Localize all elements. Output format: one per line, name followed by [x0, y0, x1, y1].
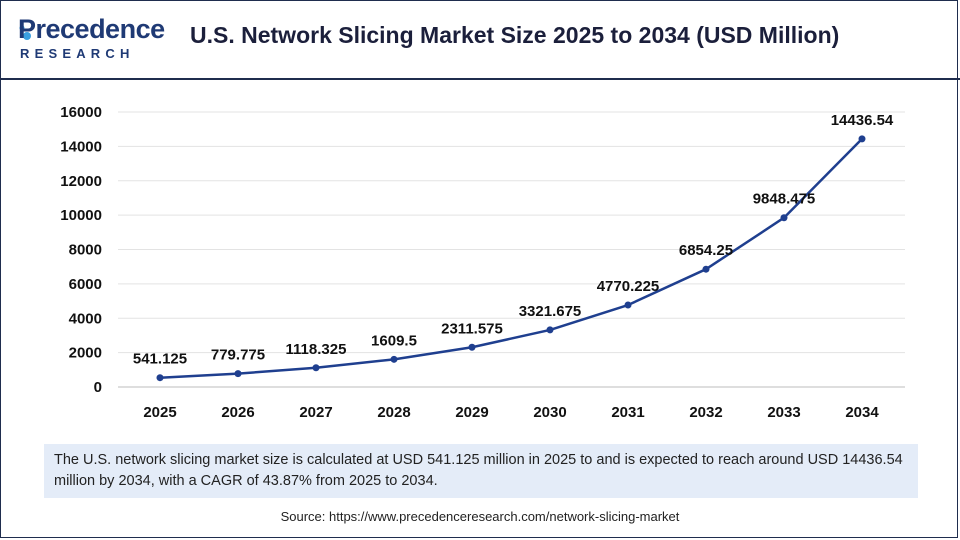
data-label: 9848.475	[753, 191, 816, 208]
x-tick-label: 2029	[455, 404, 488, 421]
x-tick-label: 2028	[377, 404, 410, 421]
data-point	[858, 135, 866, 143]
x-tick-label: 2030	[533, 404, 566, 421]
data-point	[156, 374, 164, 382]
data-point	[312, 364, 320, 372]
precedence-research-logo: Precedence RESEARCH	[18, 14, 165, 64]
data-label: 3321.675	[519, 303, 582, 320]
header: Precedence RESEARCH U.S. Network Slicing…	[0, 0, 960, 80]
line-chart: 0 2000 4000 6000 8000 10000 12000 14000 16000 202…	[60, 104, 905, 421]
x-tick-label: 2034	[845, 404, 879, 421]
data-point	[546, 326, 554, 334]
logo-mark-icon	[19, 25, 31, 40]
data-label: 1118.325	[286, 341, 347, 358]
logo-subtext: RESEARCH	[20, 46, 135, 61]
y-tick-label: 14000	[60, 138, 102, 155]
data-point	[780, 214, 788, 222]
data-label: 6854.25	[679, 242, 733, 259]
x-tick-label: 2031	[611, 404, 644, 421]
chart-title: U.S. Network Slicing Market Size 2025 to…	[190, 22, 840, 48]
data-point	[234, 370, 242, 378]
source-citation: Source: https://www.precedenceresearch.c…	[280, 509, 680, 524]
data-label: 541.125	[133, 351, 187, 368]
x-tick-label: 2032	[689, 404, 722, 421]
data-point	[468, 343, 476, 351]
data-label: 779.775	[211, 347, 265, 364]
x-tick-label: 2033	[767, 404, 800, 421]
x-tick-label: 2025	[143, 404, 176, 421]
summary-note: The U.S. network slicing market size is …	[44, 444, 918, 498]
y-tick-label: 10000	[60, 207, 102, 224]
data-point	[624, 301, 632, 309]
y-tick-label: 4000	[69, 310, 102, 327]
data-label: 4770.225	[597, 278, 660, 295]
data-point	[702, 265, 710, 273]
data-label: 14436.54	[831, 112, 894, 129]
data-label: 2311.575	[441, 320, 503, 337]
logo-word: Precedence	[18, 14, 165, 44]
data-label: 1609.5	[371, 332, 417, 349]
y-tick-label: 0	[94, 379, 102, 396]
y-tick-label: 6000	[69, 276, 102, 293]
y-tick-label: 8000	[69, 242, 102, 259]
y-tick-label: 12000	[60, 173, 102, 190]
series-line	[159, 137, 863, 379]
y-tick-label: 16000	[60, 104, 102, 121]
x-tick-label: 2026	[221, 404, 254, 421]
y-tick-label: 2000	[69, 345, 102, 362]
data-point	[390, 355, 398, 363]
x-tick-label: 2027	[299, 404, 332, 421]
